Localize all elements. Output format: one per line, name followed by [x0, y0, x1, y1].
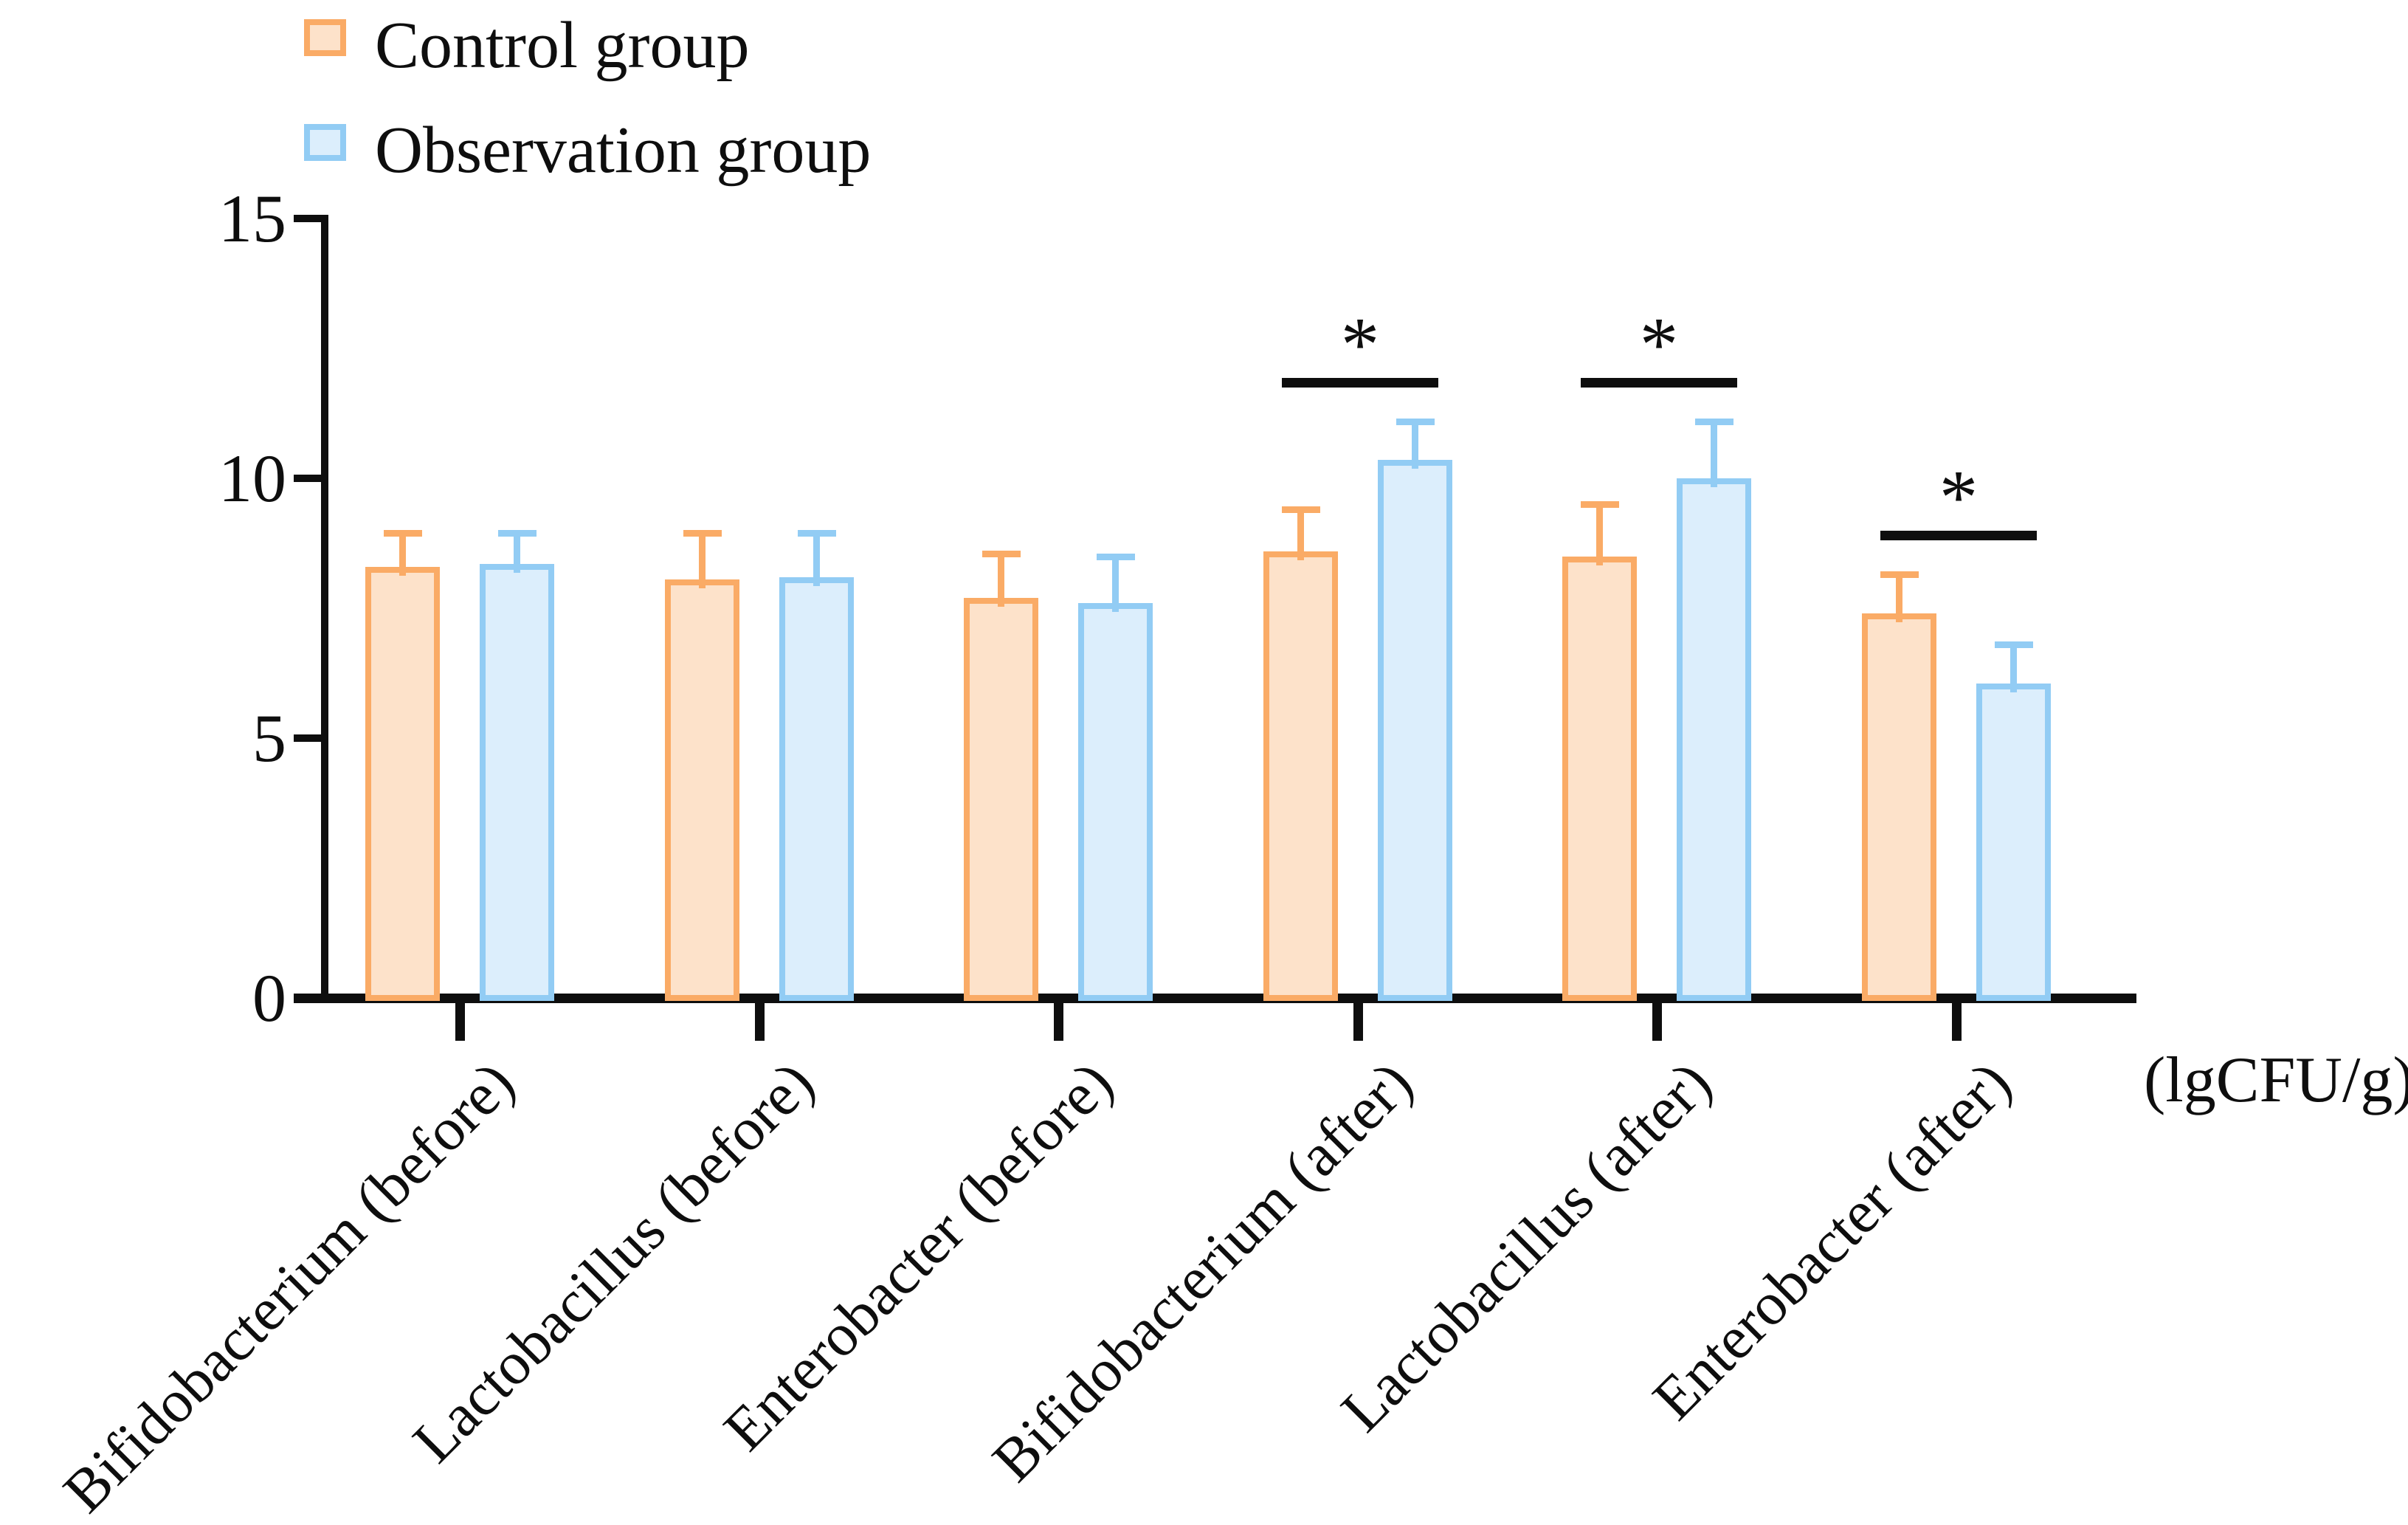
error-bar-stem-control-4 [1596, 504, 1603, 565]
error-bar-cap-control-4 [1580, 501, 1619, 509]
bar-control-3 [1263, 551, 1338, 1001]
y-axis-spine [321, 215, 328, 1003]
error-bar-cap-control-5 [1880, 571, 1919, 579]
significance-star-5: * [1939, 454, 1979, 541]
x-tick-3 [1353, 994, 1363, 1041]
error-bar-cap-control-3 [1281, 506, 1320, 514]
x-axis-unit-label: (lgCFU/g) [2144, 1044, 2408, 1116]
y-tick-label-0: 0 [252, 960, 286, 1036]
x-tick-1 [755, 994, 765, 1041]
legend-swatch-control [304, 19, 346, 56]
y-tick-5 [294, 734, 321, 742]
error-bar-stem-observation-1 [813, 532, 820, 586]
error-bar-stem-observation-4 [1711, 421, 1717, 487]
x-axis-line [294, 994, 2136, 1003]
bar-observation-5 [1976, 684, 2051, 1001]
y-tick-15 [294, 215, 321, 222]
error-bar-cap-observation-5 [1994, 641, 2033, 649]
legend-swatch-observation [304, 124, 346, 161]
bar-observation-0 [480, 564, 554, 1001]
error-bar-stem-observation-3 [1412, 421, 1418, 469]
bar-control-5 [1862, 613, 1936, 1001]
significance-line-4 [1581, 377, 1737, 388]
y-tick-10 [294, 475, 321, 482]
bar-control-4 [1562, 556, 1637, 1001]
significance-star-4: * [1639, 300, 1679, 388]
error-bar-stem-control-3 [1297, 509, 1304, 560]
y-tick-label-10: 10 [218, 441, 286, 516]
error-bar-stem-observation-0 [514, 532, 520, 574]
x-tick-2 [1054, 994, 1063, 1041]
error-bar-stem-observation-5 [2010, 644, 2017, 693]
error-bar-cap-control-1 [683, 529, 722, 537]
error-bar-cap-control-0 [383, 529, 422, 537]
error-bar-stem-control-0 [399, 532, 406, 576]
x-tick-4 [1652, 994, 1662, 1041]
significance-star-3: * [1340, 300, 1380, 388]
error-bar-stem-observation-2 [1112, 556, 1119, 612]
error-bar-stem-control-1 [699, 532, 706, 589]
legend-label-observation: Observation group [375, 114, 872, 187]
bar-observation-1 [779, 576, 854, 1001]
error-bar-cap-observation-3 [1396, 418, 1435, 425]
error-bar-cap-observation-0 [497, 529, 537, 537]
error-bar-stem-control-5 [1896, 574, 1902, 623]
y-tick-label-15: 15 [218, 181, 286, 256]
bar-observation-3 [1378, 460, 1452, 1001]
legend-label-control: Control group [375, 9, 750, 82]
significance-line-3 [1282, 377, 1438, 388]
error-bar-cap-observation-1 [797, 529, 836, 537]
y-tick-label-5: 5 [252, 700, 286, 776]
error-bar-cap-observation-4 [1694, 418, 1733, 425]
bar-control-0 [365, 566, 440, 1001]
error-bar-stem-control-2 [998, 554, 1004, 607]
bar-control-1 [665, 579, 739, 1001]
bar-control-2 [964, 597, 1038, 1001]
y-tick-0 [294, 994, 321, 1002]
error-bar-cap-control-2 [982, 551, 1021, 558]
error-bar-cap-observation-2 [1096, 553, 1135, 560]
significance-line-5 [1880, 531, 2037, 541]
x-tick-5 [1952, 994, 1962, 1041]
bar-observation-4 [1677, 478, 1751, 1001]
bar-observation-2 [1078, 602, 1153, 1001]
x-tick-0 [455, 994, 465, 1041]
